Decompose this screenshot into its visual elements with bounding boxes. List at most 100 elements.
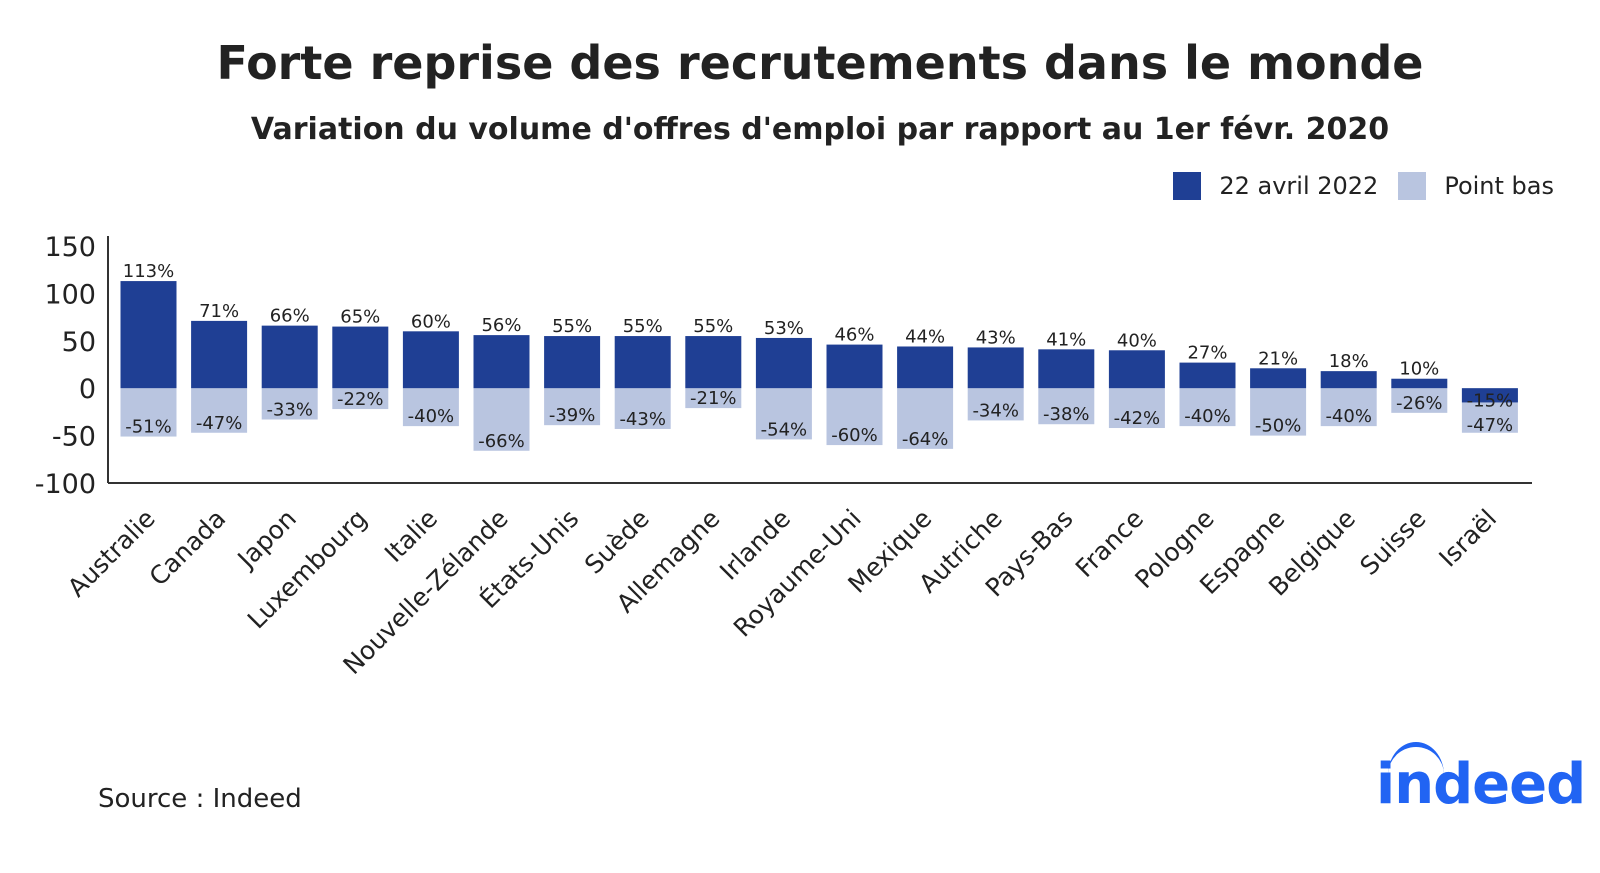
data-label-current: 60% — [411, 311, 451, 332]
data-label-current: 71% — [199, 301, 239, 322]
x-category-label: Israël — [1433, 504, 1502, 573]
bar-current — [967, 347, 1024, 389]
data-label-low: -40% — [1325, 406, 1372, 427]
bar-low — [332, 388, 389, 410]
bar-current — [755, 337, 812, 389]
x-category-label: Canada — [144, 504, 232, 592]
bar-current — [1250, 368, 1307, 389]
logo-arc-icon — [1388, 742, 1444, 775]
data-label-low: -33% — [266, 399, 313, 420]
bar-current — [1179, 362, 1236, 389]
bar-current — [402, 331, 459, 389]
data-label-current: 40% — [1117, 330, 1157, 351]
data-label-low: -47% — [196, 413, 243, 434]
indeed-logo: indeed — [1376, 752, 1586, 817]
data-label-low: -40% — [408, 406, 455, 427]
bar-current — [544, 336, 601, 389]
y-tick-label: 150 — [44, 232, 96, 263]
data-label-current: 44% — [905, 326, 945, 347]
bar-low — [1038, 388, 1095, 425]
y-tick-label: 100 — [44, 279, 96, 310]
data-label-low: -51% — [125, 417, 172, 438]
bar-current — [826, 344, 883, 389]
data-label-low: -47% — [1467, 415, 1514, 436]
data-label-current: 46% — [834, 325, 874, 346]
data-label-low: -64% — [902, 429, 949, 450]
bar-low — [755, 388, 812, 440]
legend-label-low: Point bas — [1444, 172, 1554, 200]
data-label-current: 66% — [270, 306, 310, 327]
bar-low — [402, 388, 459, 427]
data-label-current: 41% — [1046, 329, 1086, 350]
bar-current — [1320, 371, 1377, 389]
data-label-low: -43% — [619, 409, 666, 430]
bar-low — [120, 388, 177, 437]
bar-low — [191, 388, 248, 433]
bar-current — [261, 325, 318, 389]
data-label-low: -42% — [1114, 408, 1161, 429]
legend-swatch-current — [1173, 172, 1202, 200]
data-label-low: -54% — [761, 419, 808, 440]
data-label-current: 55% — [552, 316, 592, 337]
x-category-label: Royaume-Uni — [728, 504, 867, 643]
source-note: Source : Indeed — [98, 784, 302, 814]
data-label-low: -50% — [1255, 416, 1302, 437]
bar-current — [332, 326, 389, 389]
data-label-current: 43% — [976, 327, 1016, 348]
bar-current — [120, 281, 177, 389]
y-tick-label: 50 — [62, 327, 96, 358]
legend-label-current: 22 avril 2022 — [1219, 172, 1379, 200]
x-category-label: Italie — [379, 504, 443, 568]
data-label-current: 18% — [1329, 351, 1369, 372]
bar-low — [1179, 388, 1236, 427]
y-tick-label: 0 — [79, 374, 96, 405]
bar-current — [897, 346, 954, 389]
y-tick-label: -50 — [52, 422, 96, 453]
legend-item-low: Point bas — [1398, 172, 1554, 200]
data-label-current: 56% — [481, 315, 521, 336]
data-label-current: 10% — [1399, 359, 1439, 380]
bar-current — [1461, 388, 1518, 403]
data-label-low: -60% — [831, 425, 878, 446]
data-label-current: 55% — [623, 316, 663, 337]
x-category-label: Australie — [62, 504, 161, 603]
bar-low — [473, 388, 530, 451]
bar-current — [614, 336, 671, 389]
bar-low — [1391, 388, 1448, 413]
data-label-current: 65% — [340, 307, 380, 328]
chart-subtitle: Variation du volume d'offres d'emploi pa… — [250, 112, 1390, 147]
bar-low — [967, 388, 1024, 421]
data-label-low: -26% — [1396, 393, 1443, 414]
x-category-label: Suisse — [1354, 504, 1431, 581]
data-label-low: -66% — [478, 431, 525, 452]
data-label-low: -38% — [1043, 404, 1090, 425]
data-label-low: -22% — [337, 389, 384, 410]
chart-title: Forte reprise des recrutements dans le m… — [216, 36, 1424, 90]
bar-current — [685, 336, 742, 389]
data-label-low: -21% — [690, 388, 737, 409]
legend-item-current: 22 avril 2022 — [1173, 172, 1378, 200]
bar-current — [473, 335, 530, 389]
bar-low — [685, 388, 742, 409]
data-label-low: -40% — [1184, 406, 1231, 427]
legend-swatch-low — [1398, 172, 1427, 200]
bar-low — [826, 388, 883, 446]
data-label-current: 113% — [123, 261, 174, 282]
bar-low — [1108, 388, 1165, 429]
bar-low — [544, 388, 601, 426]
data-label-current: 21% — [1258, 348, 1298, 369]
bar-current — [1391, 378, 1448, 389]
data-label-current: 53% — [764, 318, 804, 339]
bar-low — [1250, 388, 1307, 436]
data-label-current: -15% — [1467, 390, 1514, 411]
bar-low — [614, 388, 671, 429]
bar-current — [1038, 349, 1095, 389]
bar-current — [191, 320, 248, 389]
bar-low — [261, 388, 318, 420]
data-label-low: -39% — [549, 405, 596, 426]
legend: 22 avril 2022 Point bas — [1153, 172, 1554, 200]
bar-low — [1320, 388, 1377, 427]
data-label-low: -34% — [972, 400, 1019, 421]
data-label-current: 55% — [693, 316, 733, 337]
